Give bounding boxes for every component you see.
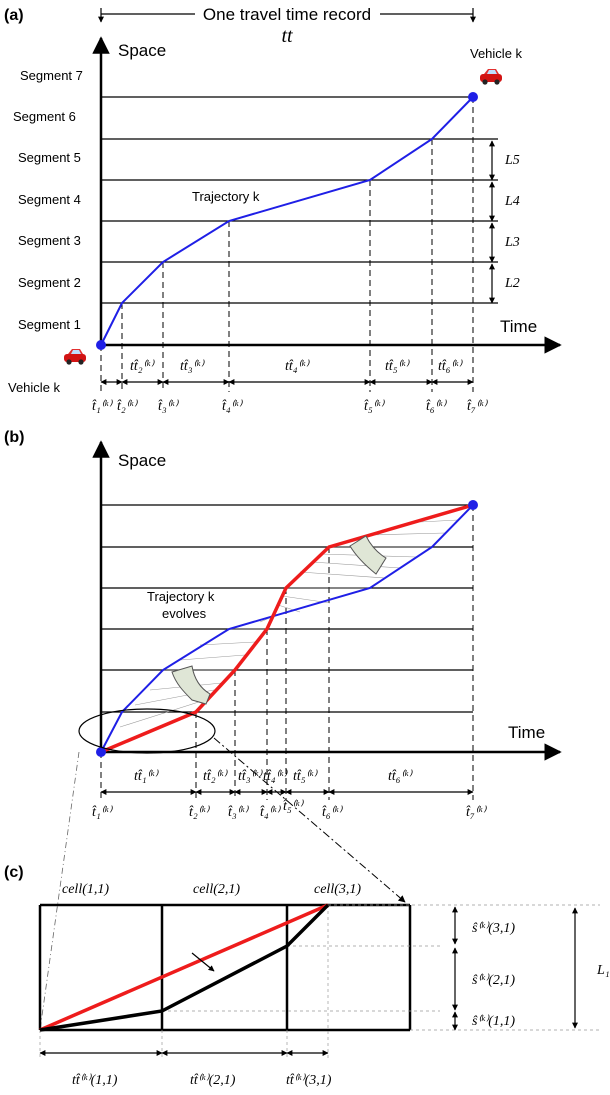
time-axis-label: Time (500, 317, 537, 336)
interval-label: tt̂₂⁽ᵏ⁾ (130, 359, 155, 374)
interval-label: tt̂₁⁽ᵏ⁾ (134, 769, 159, 784)
trajectory-label: Trajectory k (192, 189, 260, 204)
segment-label: Segment 6 (13, 109, 76, 124)
length-label: L5 (504, 153, 520, 168)
tt-label: tt̂⁽ᵏ⁾(3,1) (286, 1073, 332, 1088)
length-label: L2 (504, 276, 520, 291)
zoom-connector (213, 737, 406, 903)
tt-label: tt̂⁽ᵏ⁾(1,1) (72, 1073, 118, 1088)
time-label: t̂₆⁽ᵏ⁾ (426, 399, 447, 414)
time-label: t̂₅⁽ᵏ⁾ (283, 799, 304, 814)
segment-label: Segment 2 (18, 275, 81, 290)
panel-b: (b) Space Time (4, 429, 562, 820)
interval-label: tt̂₅⁽ᵏ⁾ (385, 359, 410, 374)
start-point (96, 747, 106, 757)
trajectory-label: evolves (162, 606, 207, 621)
space-axis-label: Space (118, 451, 166, 470)
zoom-ellipse (78, 708, 216, 754)
time-label: t̂₂⁽ᵏ⁾ (117, 399, 138, 414)
length-label: L₁ (596, 963, 610, 978)
segment-label: Segment 1 (18, 317, 81, 332)
evolution-arrow-icon (349, 535, 387, 575)
interval-label: tt̂₂⁽ᵏ⁾ (203, 769, 228, 784)
time-label: t̂₅⁽ᵏ⁾ (364, 399, 385, 414)
time-axis-label: Time (508, 723, 545, 742)
segment-label: Segment 7 (20, 68, 83, 83)
trajectory-k (100, 96, 474, 346)
space-axis-label: Space (118, 41, 166, 60)
end-point (468, 92, 478, 102)
vehicle-bottom-label: Vehicle k (8, 380, 61, 395)
length-label: L3 (504, 235, 520, 250)
interval-label: tt̂₄⁽ᵏ⁾ (285, 359, 310, 374)
s-label: ŝ⁽ᵏ⁾(2,1) (472, 973, 515, 988)
record-label: One travel time record (203, 5, 371, 24)
interval-label: tt̂₄⁽ᵏ⁾ (263, 769, 288, 784)
interval-label: tt̂₅⁽ᵏ⁾ (293, 769, 318, 784)
panel-a: (a) One travel time record tt Space Time… (4, 5, 562, 414)
cell-label: cell(1,1) (62, 882, 109, 897)
cell-label: cell(2,1) (193, 882, 240, 897)
evolved-trajectory (100, 503, 474, 754)
tt-label: tt̂⁽ᵏ⁾(2,1) (190, 1073, 236, 1088)
trajectory-label: Trajectory k (147, 589, 215, 604)
time-label: t̂₇⁽ᵏ⁾ (466, 805, 487, 820)
end-point (468, 500, 478, 510)
interval-label: tt̂₆⁽ᵏ⁾ (438, 359, 463, 374)
time-label: t̂₁⁽ᵏ⁾ (92, 805, 113, 820)
panel-a-label: (a) (4, 7, 24, 24)
panel-b-label: (b) (4, 429, 24, 446)
time-label: t̂₃⁽ᵏ⁾ (158, 399, 179, 414)
s-label: ŝ⁽ᵏ⁾(1,1) (472, 1014, 515, 1029)
interval-label: tt̂₃⁽ᵏ⁾ (180, 359, 205, 374)
start-point (96, 340, 106, 350)
original-trajectory (100, 504, 474, 753)
time-label: t̂₁⁽ᵏ⁾ (92, 399, 113, 414)
time-label: t̂₆⁽ᵏ⁾ (322, 805, 343, 820)
segment-label: Segment 4 (18, 192, 81, 207)
time-label: t̂₇⁽ᵏ⁾ (467, 399, 488, 414)
cell-label: cell(3,1) (314, 882, 361, 897)
evolution-arrow-icon (171, 665, 211, 705)
time-label: t̂₄⁽ᵏ⁾ (222, 399, 243, 414)
length-label: L4 (504, 194, 520, 209)
interval-label: tt̂₆⁽ᵏ⁾ (388, 769, 413, 784)
evolution-hatch (100, 519, 459, 753)
vehicle-top-label: Vehicle k (470, 46, 523, 61)
s-label: ŝ⁽ᵏ⁾(3,1) (472, 921, 515, 936)
panel-c: (c) cell(1,1) cell(2,1) cell(3,1) ŝ⁽ᵏ⁾(3… (4, 864, 610, 1088)
interval-label: tt̂₃⁽ᵏ⁾ (238, 769, 263, 784)
tt-symbol: tt (281, 25, 293, 47)
time-label: t̂₄⁽ᵏ⁾ (260, 805, 281, 820)
panel-c-label: (c) (4, 864, 24, 881)
segment-label: Segment 5 (18, 150, 81, 165)
time-label: t̂₂⁽ᵏ⁾ (189, 805, 210, 820)
vehicle-top-icon (480, 69, 502, 85)
original-trajectory (39, 903, 330, 1032)
segment-label: Segment 3 (18, 233, 81, 248)
evolved-trajectory (39, 903, 329, 1032)
evolution-arrow (191, 952, 215, 972)
vehicle-bottom-icon (64, 349, 86, 365)
time-label: t̂₃⁽ᵏ⁾ (228, 805, 249, 820)
